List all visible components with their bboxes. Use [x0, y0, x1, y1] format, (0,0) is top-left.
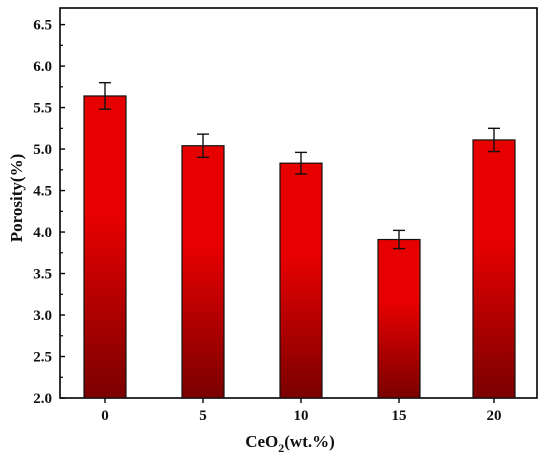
y-tick-label: 5.0 — [33, 142, 52, 158]
y-tick-label: 3.0 — [33, 308, 52, 324]
x-tick-label: 5 — [199, 408, 207, 424]
bar-20 — [472, 139, 516, 399]
bar-10 — [279, 162, 323, 399]
y-tick-label: 2.0 — [33, 391, 52, 407]
y-tick-label: 2.5 — [33, 350, 52, 366]
y-tick-label: 4.5 — [33, 184, 52, 200]
x-tick-label: 10 — [294, 408, 309, 424]
y-axis-title: Porosity(%) — [7, 154, 26, 242]
bar-0 — [83, 95, 127, 399]
x-axis-title-suffix: (wt.%) — [284, 432, 335, 451]
y-tick-label: 3.5 — [33, 267, 52, 283]
x-tick-label: 15 — [392, 408, 407, 424]
y-tick-label: 4.0 — [33, 225, 52, 241]
bar-15 — [377, 238, 421, 399]
x-axis-title-prefix: CeO — [245, 432, 278, 451]
x-axis-title-subscript: 2 — [278, 441, 284, 455]
x-tick-label: 20 — [487, 408, 502, 424]
y-tick-label: 6.0 — [33, 59, 52, 75]
plot-area: 2.0 2.5 3.0 3.5 4.0 4.5 5.0 5.5 6.0 6.5 0 5 10 15 20 — [33, 7, 538, 424]
x-axis-title: CeO2(wt.%) — [245, 432, 335, 455]
y-tick-label: 6.5 — [33, 18, 52, 34]
bar-5 — [181, 145, 225, 399]
y-tick-label: 5.5 — [33, 101, 52, 117]
x-tick-label: 0 — [101, 408, 109, 424]
